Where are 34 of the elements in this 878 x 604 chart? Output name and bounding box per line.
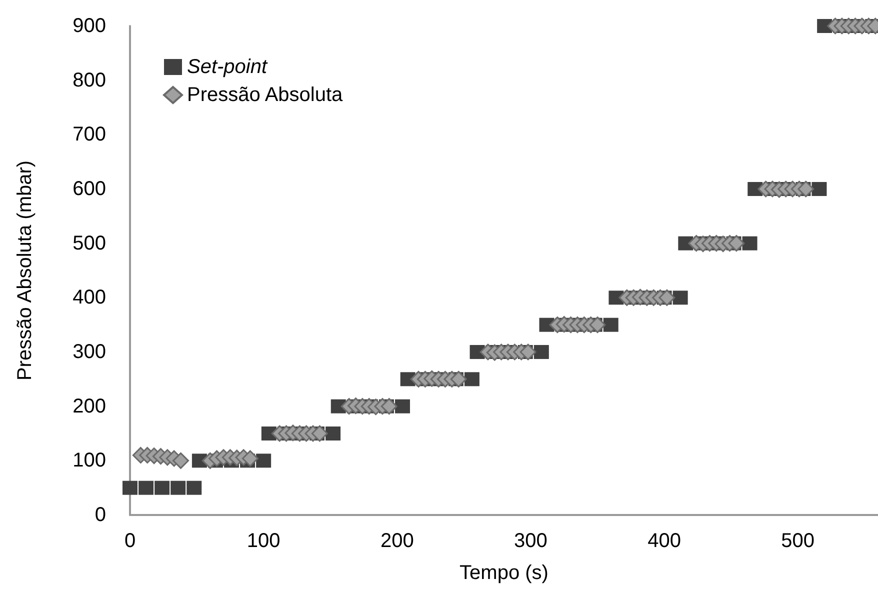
y-tick-label: 700	[72, 124, 106, 146]
point	[326, 426, 341, 440]
point	[672, 290, 688, 305]
y-tick-label: 300	[72, 341, 106, 363]
point	[603, 318, 618, 332]
legend-label: Set-point	[187, 56, 268, 78]
point	[256, 454, 272, 468]
x-tick-label: 200	[380, 530, 414, 552]
point	[186, 480, 202, 495]
y-tick-label: 600	[72, 178, 106, 200]
point	[138, 480, 154, 495]
y-axis-title: Pressão Absoluta (mbar)	[14, 160, 36, 381]
y-tick-label: 100	[72, 450, 106, 472]
x-tick-label: 100	[246, 530, 280, 552]
y-tick-label: 800	[72, 69, 106, 92]
point	[170, 480, 186, 495]
y-tick-label: 400	[72, 286, 106, 309]
point	[812, 182, 827, 196]
x-tick-label: 500	[781, 530, 815, 552]
point	[464, 372, 480, 386]
x-tick-label: 0	[124, 530, 136, 552]
y-tick-label: 900	[72, 15, 106, 37]
point	[122, 480, 138, 495]
y-tick-label: 0	[94, 504, 106, 526]
y-tick-label: 500	[72, 232, 106, 254]
x-tick-label: 300	[514, 530, 548, 552]
point	[154, 480, 170, 495]
point	[742, 236, 758, 250]
point	[534, 345, 549, 359]
x-axis-title: Tempo (s)	[460, 562, 548, 584]
y-tick-label: 200	[72, 395, 106, 418]
x-tick-label: 400	[648, 530, 681, 552]
point	[394, 399, 410, 414]
legend-label: Pressão Absoluta	[187, 84, 344, 106]
